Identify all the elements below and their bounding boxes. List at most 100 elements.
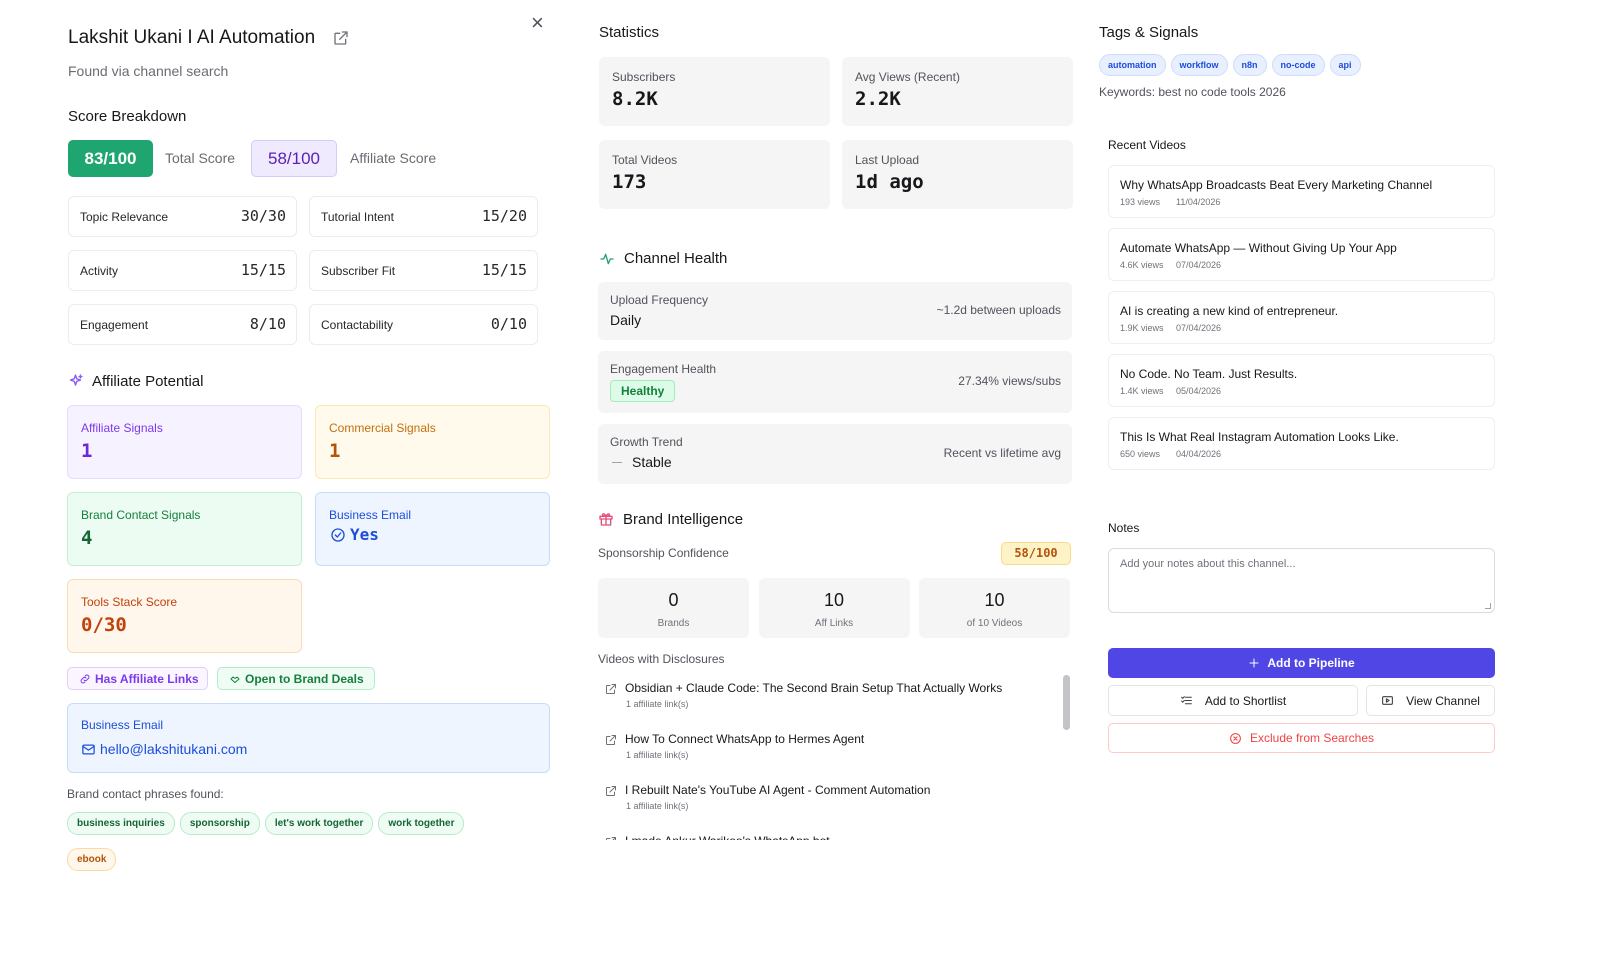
- section-heading: Channel Health: [624, 250, 728, 267]
- badge-icon-part: [230, 676, 240, 683]
- add-to-pipeline-button[interactable]: Add to Pipeline: [1108, 648, 1495, 678]
- health-status-badge: Healthy: [610, 380, 676, 402]
- health-row-label: Engagement Health: [610, 362, 717, 376]
- recent-video-views: 1.9K views: [1120, 323, 1164, 333]
- tag-pill: workflow: [1170, 54, 1228, 76]
- recent-video-item[interactable]: AI is creating a new kind of entrepreneu…: [1108, 291, 1495, 344]
- external-link-icon-part: [339, 31, 348, 40]
- external-link-icon[interactable]: [605, 836, 617, 840]
- mail-icon-part: [82, 744, 95, 755]
- signal-card: Brand Contact Signals 4: [67, 492, 302, 566]
- total-score-label: Total Score: [165, 150, 236, 166]
- x-circle-icon-part: [1233, 735, 1238, 741]
- brand-stat-label: Aff Links: [814, 618, 854, 629]
- health-row: Engagement Health Healthy 27.34% views/sub…: [598, 351, 1072, 413]
- external-link-icon-part: [609, 735, 616, 742]
- signal-card-value: 1: [329, 440, 341, 462]
- plus-icon-part: [1249, 658, 1259, 668]
- signal-card: Affiliate Signals 1: [67, 405, 302, 479]
- recent-video-item[interactable]: Why WhatsApp Broadcasts Beat Every Marke…: [1108, 165, 1495, 218]
- disclosure-detail: 1 affiliate link(s): [626, 750, 689, 760]
- stat-card: Avg Views (Recent) 2.2K: [842, 57, 1073, 126]
- mail-icon: [82, 744, 95, 755]
- external-link-icon-part: [606, 838, 611, 840]
- exclude-button[interactable]: Exclude from Searches: [1108, 723, 1495, 753]
- recent-video-item[interactable]: No Code. No Team. Just Results. 1.4K view…: [1108, 354, 1495, 407]
- signal-card-value: 4: [81, 527, 93, 549]
- score-item-label: Topic Relevance: [80, 210, 169, 224]
- notes-textarea[interactable]: Add your notes about this channel...: [1108, 548, 1495, 613]
- external-link-icon[interactable]: [333, 30, 349, 46]
- signal-card: Commercial Signals 1: [315, 405, 550, 479]
- recent-video-item[interactable]: This Is What Real Instagram Automation L…: [1108, 417, 1495, 470]
- disclosure-title[interactable]: Obsidian + Claude Code: The Second Brain…: [625, 681, 1003, 695]
- phrase-pill: sponsorship: [179, 812, 260, 835]
- health-row-value: Daily: [610, 312, 642, 328]
- video-icon-part: [1385, 698, 1390, 703]
- stat-card-label: Avg Views (Recent): [855, 70, 960, 84]
- channel-title: Lakshit Ukani I AI Automation: [68, 27, 316, 48]
- affiliate-score-label: Affiliate Score: [350, 150, 437, 166]
- score-item-value: 0/10: [490, 315, 527, 333]
- stat-card-label: Subscribers: [612, 70, 676, 84]
- signal-card-label: Commercial Signals: [329, 421, 436, 435]
- signal-card-value: Yes: [350, 525, 379, 544]
- phrases-list: business inquiries sponsorship let's work …: [67, 812, 467, 871]
- disclosure-title[interactable]: How To Connect WhatsApp to Hermes Agent: [625, 732, 865, 746]
- tag-pill: api: [1329, 54, 1361, 76]
- check-circle-icon-part: [334, 532, 342, 538]
- signal-card-label: Business Email: [329, 508, 412, 522]
- external-link-icon[interactable]: [605, 785, 617, 797]
- score-item-label: Contactability: [321, 318, 394, 332]
- external-link-icon[interactable]: [605, 734, 617, 746]
- add-to-shortlist-button[interactable]: Add to Shortlist: [1108, 685, 1358, 716]
- health-row-value: Stable: [632, 454, 672, 470]
- resize-handle: [1485, 603, 1491, 609]
- view-channel-button[interactable]: View Channel: [1366, 685, 1495, 716]
- recent-video-title: Why WhatsApp Broadcasts Beat Every Marke…: [1120, 178, 1433, 192]
- badge-icon: [80, 674, 90, 684]
- score-item-value: 15/15: [240, 261, 286, 279]
- disclosure-title[interactable]: I made Ankur Warikoo's WhatsApp bot: [625, 834, 830, 840]
- badge-icon-part: [83, 674, 90, 682]
- phrase-pill: let's work together: [264, 812, 374, 835]
- affiliate-score-badge: 58/100: [251, 140, 337, 177]
- signal-card-value: 0/30: [81, 614, 127, 636]
- sparkle-icon-part: [69, 374, 82, 386]
- list-icon-part: [1180, 696, 1192, 705]
- external-link-icon-part: [606, 685, 615, 694]
- external-link-icon-part: [606, 787, 615, 796]
- recent-video-date: 04/04/2026: [1176, 449, 1222, 459]
- tag-pill: no-code: [1271, 54, 1325, 76]
- disclosures-list: Obsidian + Claude Code: The Second Brain…: [598, 675, 1072, 840]
- stat-card-label: Last Upload: [855, 153, 920, 167]
- recent-video-title: AI is creating a new kind of entrepreneu…: [1120, 304, 1339, 318]
- disclosure-title[interactable]: I Rebuilt Nate's YouTube AI Agent - Comm…: [625, 783, 931, 797]
- health-row: Upload Frequency Daily ~1.2d between uploa…: [598, 282, 1072, 340]
- button-label: Exclude from Searches: [1249, 731, 1375, 745]
- score-item-label: Engagement: [80, 318, 149, 332]
- recent-video-date: 05/04/2026: [1176, 386, 1222, 396]
- health-row-detail: ~1.2d between uploads: [936, 303, 1061, 317]
- business-email-box: Business Email hello@lakshitukani.com: [67, 703, 550, 773]
- phrase-pill: work together: [378, 812, 465, 835]
- brand-stat-value: 10: [823, 590, 845, 610]
- section-heading: Tags & Signals: [1099, 24, 1199, 41]
- score-item: Activity 15/15: [68, 250, 297, 291]
- stat-card-value: 173: [612, 171, 647, 193]
- plus-icon: [1249, 658, 1259, 668]
- recent-video-item[interactable]: Automate WhatsApp — Without Giving Up Yo…: [1108, 228, 1495, 281]
- brand-stat: 10 of 10 Videos: [919, 578, 1070, 638]
- button-label: Add to Shortlist: [1204, 693, 1287, 708]
- close-button[interactable]: ×: [531, 10, 544, 35]
- phrase-pill: ebook: [67, 848, 117, 871]
- signal-card: Tools Stack Score 0/30: [67, 579, 302, 653]
- business-email-label: Business Email: [81, 718, 164, 732]
- external-link-icon[interactable]: [605, 683, 617, 695]
- business-email-value[interactable]: hello@lakshitukani.com: [100, 741, 248, 757]
- stat-card-value: 2.2K: [855, 88, 901, 110]
- recent-video-date: 07/04/2026: [1176, 260, 1222, 270]
- disclosure-detail: 1 affiliate link(s): [626, 801, 689, 811]
- signal-card-label: Brand Contact Signals: [81, 508, 201, 522]
